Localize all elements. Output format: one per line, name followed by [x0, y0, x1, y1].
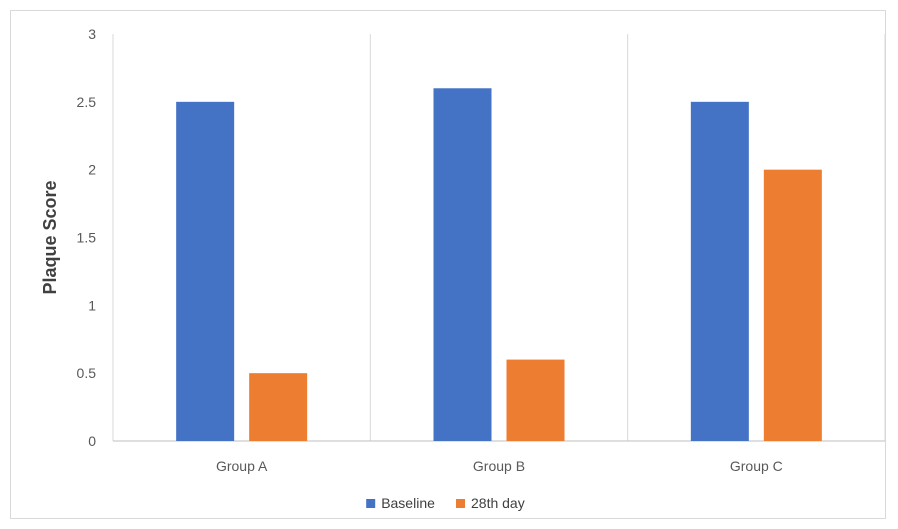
y-tick-label: 1: [88, 297, 96, 313]
bar-baseline-group-c: [690, 101, 749, 441]
bar-28th-day-group-c: [763, 169, 822, 441]
y-tick-labels: 0 0.5 1 1.5 2 2.5 3: [77, 26, 97, 449]
bar-baseline-group-b: [433, 88, 492, 442]
bar-28th-day-group-b: [506, 359, 565, 441]
y-axis-label: Plaque Score: [40, 180, 60, 294]
x-tick-label: Group A: [216, 458, 268, 474]
category-separators: [112, 34, 886, 441]
bars: [176, 88, 822, 442]
y-tick-label: 3: [88, 26, 96, 42]
y-tick-label: 2.5: [77, 94, 97, 110]
legend-label: 28th day: [471, 495, 525, 511]
y-tick-label: 2: [88, 162, 96, 178]
x-tick-label: Group B: [473, 458, 525, 474]
legend: Baseline 28th day: [366, 495, 525, 511]
legend-label: Baseline: [381, 495, 435, 511]
y-tick-label: 1.5: [77, 230, 97, 246]
legend-swatch: [366, 499, 376, 508]
bar-28th-day-group-a: [249, 373, 308, 441]
x-tick-labels: Group A Group B Group C: [216, 458, 783, 474]
bar-baseline-group-a: [176, 101, 235, 441]
x-tick-label: Group C: [730, 458, 783, 474]
legend-swatch: [456, 499, 465, 508]
y-tick-label: 0: [88, 433, 96, 449]
y-tick-label: 0.5: [77, 365, 97, 381]
